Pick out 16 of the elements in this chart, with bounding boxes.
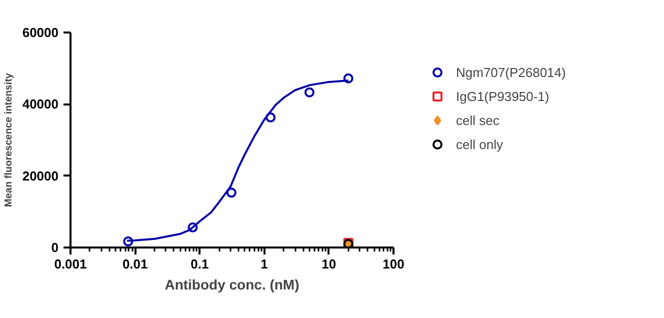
x-tick-label: 0.001: [54, 256, 87, 272]
x-tick-label: 0.01: [122, 256, 148, 272]
legend-label: cell only: [456, 136, 503, 154]
x-tick-label: 100: [382, 256, 404, 272]
x-tick-label: 0.1: [190, 256, 209, 272]
y-tick-label: 40000: [22, 96, 59, 112]
y-tick-label: 0: [51, 240, 59, 255]
x-axis-title: Antibody conc. (nM): [164, 276, 300, 292]
legend-label: IgG1(P93950-1): [456, 88, 550, 106]
x-tick-label: 1: [260, 256, 268, 272]
legend-label: Ngm707(P268014): [456, 64, 566, 82]
y-tick-label: 60000: [22, 25, 59, 40]
y-tick-label: 20000: [22, 168, 59, 184]
y-axis-title: Mean fluorescence intensity: [3, 72, 14, 207]
x-tick-label: 10: [322, 256, 336, 272]
legend-label: cell sec: [456, 112, 500, 130]
